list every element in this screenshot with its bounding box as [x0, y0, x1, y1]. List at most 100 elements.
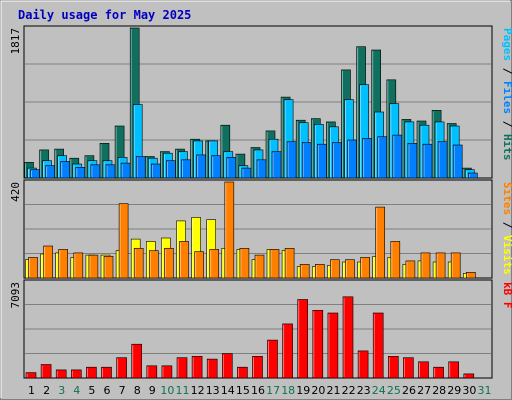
bar: [176, 357, 188, 379]
x-tick-label: 30: [462, 384, 476, 397]
x-tick-label: 25: [387, 384, 401, 397]
x-tick-label: 11: [176, 384, 190, 397]
bar: [254, 254, 265, 279]
legend-entry: Visits: [501, 235, 512, 275]
bar: [342, 296, 354, 379]
bar: [101, 366, 112, 379]
bar: [452, 144, 463, 179]
x-tick-label: 8: [134, 384, 141, 397]
bar: [360, 257, 370, 279]
y-axis-max-label: 1817: [9, 28, 22, 55]
x-tick-label: 10: [160, 384, 174, 397]
legend-entry: /: [501, 114, 512, 134]
bar: [237, 366, 248, 379]
bar: [179, 241, 189, 279]
x-tick-label: 20: [311, 384, 325, 397]
bar: [390, 241, 401, 279]
bar: [375, 206, 386, 279]
x-tick-label: 7: [119, 384, 126, 397]
y-axis-max-label: 420: [9, 182, 22, 202]
bar: [418, 361, 429, 379]
legend: kB F: [501, 282, 512, 309]
bar: [40, 364, 52, 379]
legend: Sites / Visits: [501, 182, 512, 275]
bar: [73, 252, 84, 279]
bar: [88, 254, 99, 279]
legend-entry: /: [501, 61, 512, 81]
bar: [194, 251, 204, 279]
bar: [224, 181, 235, 279]
bar: [435, 252, 446, 279]
bar: [267, 339, 278, 379]
series-kb-f: [25, 296, 475, 379]
bar: [420, 252, 431, 279]
x-axis-day-labels: 1 2 3 4 5 6 7 8 9 10 11 12 13 14 15 16 17 18 19 20 21 22 23 24 2…: [28, 384, 492, 397]
bar: [465, 271, 476, 279]
bar: [256, 159, 267, 179]
x-tick-label: 17: [266, 384, 280, 397]
bar: [392, 134, 403, 179]
panel-kbytes: 7093 kB F: [9, 279, 512, 379]
y-axis-max-label: 7093: [9, 282, 22, 309]
legend: Pages / Files / Hits: [501, 28, 512, 161]
bar: [30, 169, 40, 179]
bar: [403, 357, 414, 379]
bar: [181, 159, 191, 179]
bar: [75, 167, 86, 179]
bar: [239, 248, 250, 279]
series-sites: [28, 181, 476, 279]
bar: [164, 248, 174, 279]
bar: [347, 139, 357, 179]
bar: [297, 299, 309, 379]
bar: [206, 358, 218, 379]
bar: [241, 167, 252, 179]
bar: [151, 163, 161, 179]
x-tick-label: 31: [478, 384, 492, 397]
x-tick-label: 29: [447, 384, 461, 397]
panel-visits-sites: 420 Sites / Visits: [9, 179, 512, 279]
bar: [161, 365, 173, 379]
bar: [407, 143, 418, 179]
x-tick-label: 14: [221, 384, 235, 397]
bar: [345, 259, 355, 279]
bar: [316, 143, 327, 179]
x-tick-label: 5: [88, 384, 95, 397]
bar: [60, 161, 71, 179]
bar: [105, 164, 116, 179]
bar: [332, 142, 342, 179]
x-tick-label: 15: [236, 384, 250, 397]
bar: [372, 312, 384, 379]
chart-panels: 1817 Pages / Files / Hits 420 Sites / Visit…: [9, 25, 512, 379]
bar: [252, 355, 263, 379]
x-tick-label: 22: [342, 384, 356, 397]
bar: [422, 143, 433, 179]
bar: [463, 373, 475, 379]
x-tick-label: 2: [43, 384, 50, 397]
panel-hits-files-pages: 1817 Pages / Files / Hits: [9, 25, 512, 179]
bar: [433, 366, 444, 379]
bar: [467, 172, 478, 179]
legend-entry: /: [501, 215, 512, 235]
x-tick-label: 26: [402, 384, 416, 397]
series-pages: [30, 134, 478, 179]
bar: [222, 353, 233, 379]
bar: [133, 248, 144, 279]
x-tick-label: 9: [149, 384, 156, 397]
bar: [191, 355, 203, 379]
bar: [103, 255, 114, 279]
bar: [166, 160, 176, 179]
legend-entry: Sites: [501, 182, 512, 215]
bar: [448, 361, 460, 379]
bar: [86, 366, 97, 379]
bar: [55, 369, 67, 379]
bar: [282, 323, 293, 379]
bar: [43, 245, 53, 279]
bar: [116, 357, 127, 379]
x-tick-label: 16: [251, 384, 265, 397]
bar: [45, 165, 55, 179]
bar: [25, 372, 37, 379]
bar: [327, 312, 339, 379]
bar: [118, 203, 129, 279]
bar: [131, 343, 142, 379]
